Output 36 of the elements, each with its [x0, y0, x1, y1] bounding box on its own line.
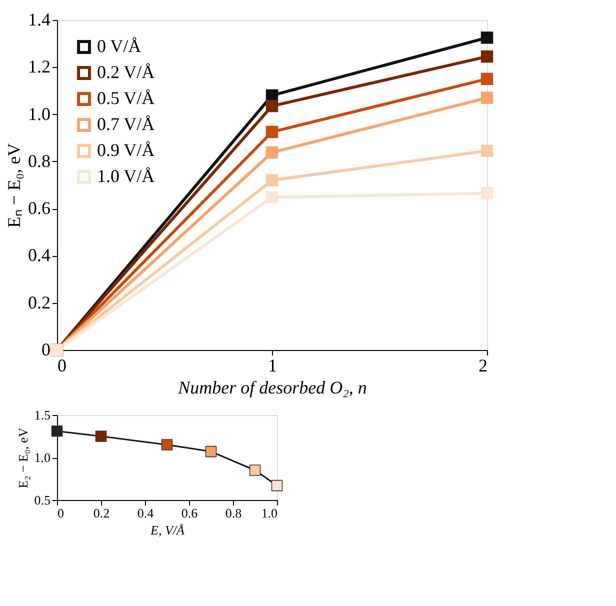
legend-label: 0.5 V/Å — [97, 88, 155, 108]
y-tick-label: 0.6 — [28, 198, 50, 218]
y-tick-label: 0 — [42, 340, 50, 360]
y-tick-label: 1.2 — [28, 56, 50, 77]
point — [249, 464, 261, 476]
legend-label: 0.9 V/Å — [97, 140, 155, 160]
y-tick-label: 0.8 — [28, 150, 50, 171]
x-tick-label: 0.2 — [93, 506, 110, 520]
legend-label: 1.0 V/Å — [97, 166, 155, 186]
point — [51, 426, 63, 437]
legend-label: 0.7 V/Å — [97, 114, 155, 134]
y-tick-label: 1.0 — [34, 450, 50, 465]
y-tick-label: 0.4 — [28, 245, 50, 266]
point — [95, 430, 107, 442]
legend-label: 0.2 V/Å — [97, 62, 155, 82]
x-tick-label: 1.0 — [261, 506, 278, 520]
y-tick-label: 1.4 — [28, 10, 50, 30]
y-axis-title: Eₙ − E₀, eV — [4, 143, 24, 228]
point — [161, 439, 173, 450]
y-tick-label: 1.0 — [28, 104, 50, 124]
x-axis-title: Number of desorbed O₂, n — [177, 378, 367, 398]
x-tick-label: 1 — [268, 356, 277, 376]
point — [271, 480, 283, 492]
x-tick-label: 0 — [58, 356, 66, 376]
point — [205, 446, 217, 458]
y-tick-label: 1.5 — [34, 408, 50, 422]
x-tick-label: 0.4 — [137, 506, 154, 520]
y-tick-label: 0.5 — [34, 492, 50, 508]
x-tick-label: 0 — [58, 506, 64, 520]
x-tick-label: 2 — [478, 356, 488, 376]
x-axis-title: E, V/Å — [150, 522, 185, 538]
y-axis-title: E₂ − E₀, eV — [15, 427, 30, 488]
x-tick-label: 0.8 — [225, 506, 242, 520]
y-tick-label: 0.2 — [28, 292, 50, 312]
legend-label: 0 V/Å — [97, 36, 142, 56]
x-tick-label: 0.6 — [181, 506, 198, 520]
